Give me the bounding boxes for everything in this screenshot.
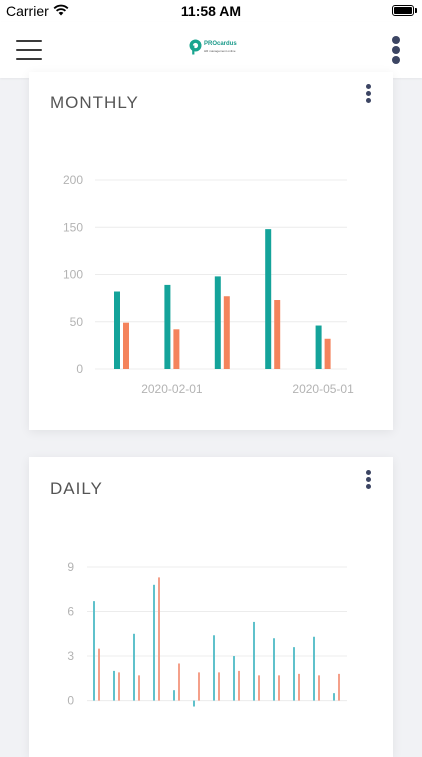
- bar-a-4: [153, 584, 155, 701]
- bar-a-5: [315, 325, 322, 369]
- bar-b-8: [238, 670, 240, 701]
- bar-b-10: [278, 675, 280, 701]
- bar-b-1: [123, 322, 129, 369]
- bar-a-3: [214, 276, 221, 369]
- card-title: DAILY: [50, 479, 103, 498]
- bar-b-1: [98, 648, 100, 701]
- battery-cap: [415, 8, 417, 13]
- bar-a-2: [164, 284, 171, 369]
- x-tick-label: 2020-02-01: [141, 382, 203, 396]
- bar-a-11: [293, 647, 295, 701]
- bar-a-10: [273, 638, 275, 701]
- bar-b-9: [258, 675, 260, 701]
- card-menu-icon[interactable]: [365, 84, 373, 104]
- monthly-bar-chart: 0 50 100 150 200 2020-02-01 2020-05-01: [63, 173, 354, 396]
- bar-b-13: [338, 673, 340, 701]
- card-menu-icon[interactable]: [365, 470, 373, 490]
- monthly-card: MONTHLY 0 50 100 150 200 2020-02-01 2020-05-01: [29, 72, 393, 430]
- bar-a-9: [253, 621, 255, 701]
- bar-a-1: [114, 291, 120, 369]
- battery-icon: [392, 5, 414, 16]
- bar-b-4: [274, 300, 281, 369]
- clock-time: 11:58 AM: [180, 3, 242, 19]
- bar-a-7: [213, 635, 215, 701]
- bar-a-12: [313, 636, 315, 701]
- hamburger-menu-icon[interactable]: [16, 40, 42, 60]
- app-header: PROcardus HR management online: [0, 22, 422, 78]
- logo-tagline: HR management online: [204, 49, 236, 53]
- bar-a-6: [193, 700, 195, 707]
- bar-b-2: [173, 329, 180, 369]
- app-logo: PROcardus HR management online: [189, 39, 237, 59]
- bar-a-4: [265, 229, 272, 369]
- bar-a-1: [93, 601, 95, 701]
- bar-a-5: [173, 690, 175, 701]
- carrier-label: Carrier: [6, 3, 49, 19]
- bar-b-12: [318, 675, 320, 701]
- bar-a-3: [133, 633, 135, 701]
- y-tick-label: 50: [70, 315, 84, 329]
- y-tick-label: 6: [67, 605, 74, 619]
- y-tick-label: 3: [67, 649, 74, 663]
- bar-a-8: [233, 656, 235, 701]
- bar-b-5: [324, 338, 331, 369]
- bar-b-5: [178, 663, 180, 701]
- bar-b-7: [218, 672, 220, 701]
- daily-bar-chart: 0 3 6 9: [67, 560, 347, 708]
- card-title: MONTHLY: [50, 93, 139, 112]
- bar-a-2: [113, 670, 115, 701]
- bar-b-4: [158, 577, 160, 701]
- y-tick-label: 0: [76, 362, 83, 376]
- status-bar: Carrier 11:58 AM: [0, 0, 422, 22]
- bar-b-2: [118, 672, 120, 701]
- y-tick-label: 200: [63, 173, 83, 187]
- daily-card: DAILY 0 3 6 9: [29, 457, 393, 757]
- x-tick-label: 2020-05-01: [292, 382, 354, 396]
- bar-b-3: [138, 675, 140, 701]
- y-tick-label: 150: [63, 220, 83, 234]
- more-options-icon[interactable]: [390, 36, 402, 64]
- y-tick-label: 0: [67, 694, 74, 708]
- logo-brand-text: PROcardus: [204, 41, 237, 47]
- bar-b-3: [223, 296, 230, 369]
- bar-b-6: [198, 672, 200, 701]
- wifi-icon: [53, 4, 69, 16]
- bar-a-13: [333, 693, 335, 701]
- logo-mark-icon: [189, 39, 202, 55]
- y-tick-label: 9: [67, 560, 74, 574]
- bar-b-11: [298, 673, 300, 701]
- y-tick-label: 100: [63, 268, 83, 282]
